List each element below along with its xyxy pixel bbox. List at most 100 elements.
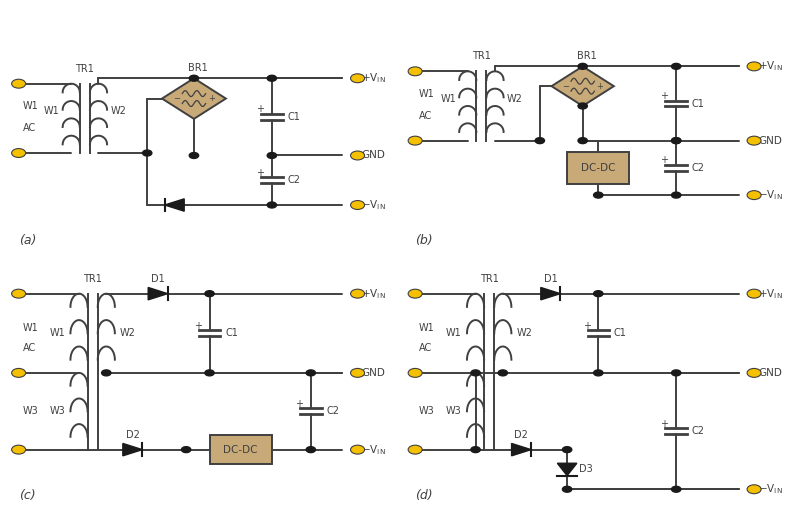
Text: +: + bbox=[582, 321, 590, 331]
Circle shape bbox=[267, 202, 277, 208]
Circle shape bbox=[205, 291, 214, 297]
Circle shape bbox=[408, 67, 422, 76]
Text: W1: W1 bbox=[446, 328, 462, 338]
Text: +: + bbox=[256, 168, 264, 178]
Circle shape bbox=[671, 138, 681, 143]
Text: +: + bbox=[194, 321, 202, 331]
Text: $+$V$_{\mathregular{IN}}$: $+$V$_{\mathregular{IN}}$ bbox=[758, 59, 782, 73]
Polygon shape bbox=[148, 287, 168, 300]
Circle shape bbox=[190, 75, 198, 81]
Circle shape bbox=[12, 149, 26, 157]
Polygon shape bbox=[551, 67, 614, 106]
Circle shape bbox=[578, 138, 587, 143]
Circle shape bbox=[747, 62, 761, 71]
Circle shape bbox=[535, 138, 545, 143]
Text: BR1: BR1 bbox=[577, 52, 597, 61]
Text: GND: GND bbox=[758, 136, 782, 146]
Text: $+$V$_{\mathregular{IN}}$: $+$V$_{\mathregular{IN}}$ bbox=[362, 71, 386, 85]
Circle shape bbox=[471, 447, 480, 453]
Text: W2: W2 bbox=[506, 93, 522, 104]
Circle shape bbox=[306, 447, 315, 453]
Circle shape bbox=[350, 151, 365, 160]
Circle shape bbox=[408, 136, 422, 145]
Circle shape bbox=[671, 486, 681, 492]
Text: W3: W3 bbox=[50, 406, 66, 416]
Text: +: + bbox=[661, 418, 669, 429]
Text: D1: D1 bbox=[544, 274, 558, 284]
Circle shape bbox=[350, 201, 365, 209]
Text: AC: AC bbox=[22, 343, 36, 353]
Text: TR1: TR1 bbox=[83, 274, 102, 284]
Circle shape bbox=[350, 445, 365, 454]
Circle shape bbox=[594, 370, 603, 376]
Circle shape bbox=[12, 445, 26, 454]
Text: C1: C1 bbox=[614, 328, 626, 338]
Text: C1: C1 bbox=[287, 112, 300, 122]
Text: W1: W1 bbox=[22, 101, 38, 111]
Circle shape bbox=[267, 153, 277, 158]
Text: C2: C2 bbox=[326, 406, 339, 416]
Circle shape bbox=[747, 485, 761, 494]
Polygon shape bbox=[511, 443, 531, 456]
Text: +: + bbox=[256, 104, 264, 115]
Text: GND: GND bbox=[362, 368, 386, 378]
Polygon shape bbox=[162, 78, 226, 119]
Text: C1: C1 bbox=[225, 328, 238, 338]
Circle shape bbox=[408, 368, 422, 377]
Circle shape bbox=[671, 138, 681, 143]
Text: $-$V$_{\mathregular{IN}}$: $-$V$_{\mathregular{IN}}$ bbox=[758, 188, 782, 202]
Text: (a): (a) bbox=[18, 234, 36, 247]
Text: W3: W3 bbox=[22, 406, 38, 416]
Circle shape bbox=[12, 289, 26, 298]
Text: GND: GND bbox=[362, 151, 386, 160]
Text: TR1: TR1 bbox=[472, 52, 491, 61]
Circle shape bbox=[594, 291, 603, 297]
Circle shape bbox=[408, 445, 422, 454]
Circle shape bbox=[671, 192, 681, 198]
Circle shape bbox=[747, 368, 761, 377]
Circle shape bbox=[578, 103, 587, 109]
Text: W3: W3 bbox=[446, 406, 462, 416]
Text: AC: AC bbox=[419, 111, 432, 121]
Text: C2: C2 bbox=[287, 175, 301, 185]
Text: DC-DC: DC-DC bbox=[581, 163, 615, 173]
Text: $-$V$_{\mathregular{IN}}$: $-$V$_{\mathregular{IN}}$ bbox=[758, 482, 782, 496]
Circle shape bbox=[747, 190, 761, 200]
Text: $+$V$_{\mathregular{IN}}$: $+$V$_{\mathregular{IN}}$ bbox=[758, 287, 782, 300]
Circle shape bbox=[747, 289, 761, 298]
Circle shape bbox=[102, 370, 111, 376]
Text: AC: AC bbox=[22, 123, 36, 133]
Circle shape bbox=[671, 370, 681, 376]
Text: W1: W1 bbox=[50, 328, 66, 338]
Text: C2: C2 bbox=[692, 426, 705, 436]
Polygon shape bbox=[123, 443, 142, 456]
Text: +: + bbox=[661, 155, 669, 166]
Circle shape bbox=[747, 136, 761, 145]
Circle shape bbox=[408, 289, 422, 298]
Text: C2: C2 bbox=[692, 163, 705, 173]
Circle shape bbox=[350, 289, 365, 298]
Circle shape bbox=[578, 63, 587, 69]
Text: D2: D2 bbox=[126, 430, 139, 440]
Polygon shape bbox=[541, 287, 560, 300]
Circle shape bbox=[12, 368, 26, 377]
Text: BR1: BR1 bbox=[188, 63, 208, 73]
Text: W2: W2 bbox=[517, 328, 532, 338]
Text: W3: W3 bbox=[419, 406, 435, 416]
Circle shape bbox=[267, 75, 277, 81]
Circle shape bbox=[471, 370, 480, 376]
Text: D1: D1 bbox=[151, 274, 165, 284]
Circle shape bbox=[205, 370, 214, 376]
Circle shape bbox=[671, 63, 681, 69]
Circle shape bbox=[142, 150, 152, 156]
Text: D3: D3 bbox=[578, 464, 593, 474]
FancyBboxPatch shape bbox=[567, 152, 630, 184]
Text: $-$V$_{\mathregular{IN}}$: $-$V$_{\mathregular{IN}}$ bbox=[362, 198, 386, 212]
Text: AC: AC bbox=[419, 343, 432, 353]
Text: D2: D2 bbox=[514, 430, 528, 440]
Text: W1: W1 bbox=[44, 106, 59, 116]
Text: $-$V$_{\mathregular{IN}}$: $-$V$_{\mathregular{IN}}$ bbox=[362, 443, 386, 457]
Circle shape bbox=[350, 74, 365, 83]
Text: −: − bbox=[173, 94, 180, 103]
FancyBboxPatch shape bbox=[210, 435, 272, 464]
